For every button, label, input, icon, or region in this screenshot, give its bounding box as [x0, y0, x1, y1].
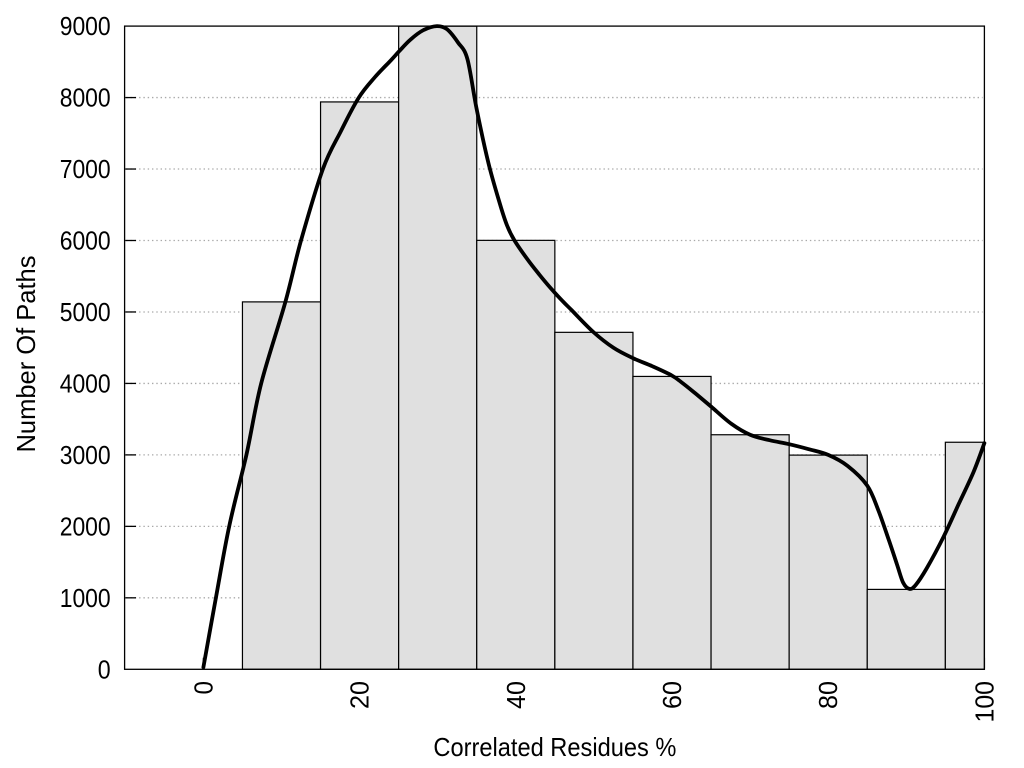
svg-text:0: 0: [188, 681, 218, 695]
svg-text:5000: 5000: [60, 297, 111, 327]
svg-text:Number Of Paths: Number Of Paths: [11, 256, 41, 453]
svg-text:60: 60: [657, 681, 687, 709]
svg-text:6000: 6000: [60, 226, 111, 256]
svg-text:3000: 3000: [60, 440, 111, 470]
svg-text:80: 80: [813, 681, 843, 709]
svg-text:4000: 4000: [60, 368, 111, 398]
svg-text:40: 40: [501, 681, 531, 709]
svg-text:7000: 7000: [60, 154, 111, 184]
svg-text:0: 0: [98, 654, 111, 684]
svg-text:20: 20: [345, 681, 375, 709]
svg-text:2000: 2000: [60, 511, 111, 541]
svg-text:1000: 1000: [60, 583, 111, 613]
svg-text:100: 100: [969, 681, 999, 723]
svg-text:Correlated Residues %: Correlated Residues %: [433, 732, 676, 762]
svg-text:8000: 8000: [60, 83, 111, 113]
svg-text:9000: 9000: [60, 11, 111, 41]
